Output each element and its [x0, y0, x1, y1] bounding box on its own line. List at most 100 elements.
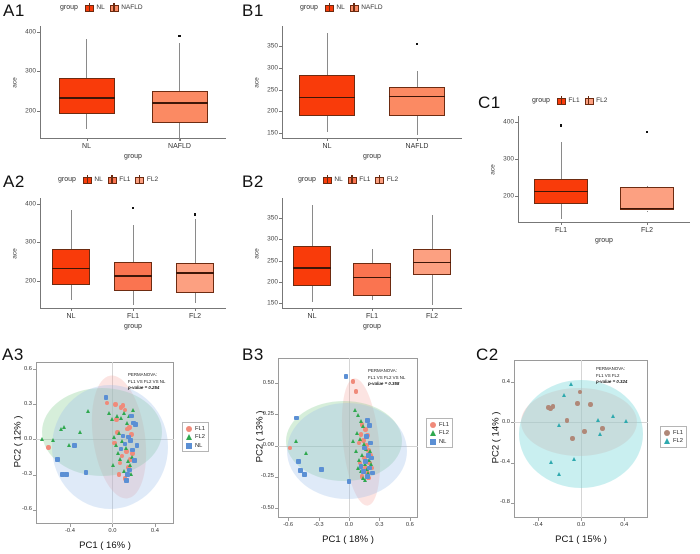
- data-point-fl2: [127, 462, 132, 467]
- panel-label-b3: B3: [242, 345, 264, 364]
- data-point-fl2: [364, 466, 369, 471]
- legend-key-nl: [324, 3, 334, 12]
- scatter-legend: FL1 FL2 NL: [426, 418, 453, 448]
- legend-item-fl1: FL1: [107, 175, 130, 184]
- data-point-fl1: [46, 445, 52, 450]
- x-tick-label: 0.4: [150, 528, 159, 534]
- legend-label-fl2: FL2: [146, 176, 159, 183]
- whisker-upper: [311, 204, 313, 247]
- legend-key-nl: [84, 3, 94, 12]
- x-axis-title: group: [124, 153, 142, 160]
- x-tick-label: -0.6: [283, 522, 294, 528]
- x-tick-label: 0.4: [620, 522, 629, 528]
- data-point-fl2: [562, 392, 567, 397]
- data-point-nl: [295, 459, 301, 465]
- data-point-nl: [122, 441, 128, 447]
- permanova-pvalue: p-value = 0.358: [368, 381, 400, 387]
- data-point-fl2: [623, 418, 628, 423]
- x-tick: [154, 524, 156, 527]
- box-nl: [58, 77, 115, 115]
- data-point-fl2: [597, 432, 602, 437]
- data-point-fl2: [39, 437, 44, 442]
- x-tick: [318, 518, 320, 521]
- box-nl: [293, 246, 331, 286]
- y-tick-label: 0.4: [501, 378, 510, 385]
- y-tick-label: 350: [267, 42, 278, 50]
- whisker-upper: [371, 249, 373, 263]
- y-tick-label: 350: [267, 214, 278, 222]
- legend-item-fl1[interactable]: FL1: [186, 425, 205, 432]
- legend-label-fl1: FL1: [439, 421, 449, 428]
- legend-label-fl1: FL1: [568, 97, 580, 104]
- data-point-fl2: [358, 419, 363, 424]
- legend-item-nl[interactable]: NL: [186, 442, 205, 449]
- legend-item-nl[interactable]: NL: [430, 438, 449, 445]
- outlier-point: [559, 124, 563, 127]
- whisker-upper: [86, 38, 87, 78]
- x-axis-title: group: [363, 153, 381, 160]
- x-axis-line: [40, 138, 226, 139]
- confidence-ellipse: [285, 400, 402, 481]
- panel-label-c2: C2: [476, 345, 499, 364]
- median-line: [353, 276, 391, 279]
- y-tick: [37, 110, 40, 112]
- y-tick-label: 0.25: [262, 410, 274, 417]
- median-line: [293, 267, 331, 269]
- legend-item-fl1[interactable]: FL1: [430, 421, 449, 428]
- x-tick: [417, 138, 418, 141]
- data-point-fl2: [58, 426, 63, 431]
- y-axis-title: ace: [11, 77, 19, 88]
- data-point-fl2: [352, 408, 357, 413]
- outlier-point: [193, 213, 197, 216]
- legend-item-fl2[interactable]: FL2: [186, 434, 205, 440]
- legend-title: group: [532, 97, 550, 104]
- data-point-fl1: [575, 400, 581, 406]
- data-point-fl2: [595, 417, 600, 422]
- data-point-fl2: [368, 461, 373, 466]
- x-tick: [195, 308, 196, 311]
- x-tick: [327, 138, 328, 141]
- legend-item-fl2[interactable]: FL2: [430, 430, 449, 436]
- legend-item-fl2[interactable]: FL2: [664, 438, 683, 444]
- median-line: [299, 96, 355, 99]
- data-point-fl1: [127, 425, 132, 431]
- pca-plot-a3: -0.4 0.0 0.4 0.6 0.3 0.0 -0.3 -0.6 PC1 ( 16% ) PC…: [0, 340, 236, 554]
- y-tick-label: 200: [25, 107, 36, 114]
- median-line: [51, 268, 91, 270]
- x-tick: [647, 222, 648, 225]
- data-point-fl2: [120, 439, 125, 444]
- whisker-upper: [431, 215, 433, 249]
- zero-line-vertical: [581, 360, 582, 518]
- legend-key-nl: [430, 438, 436, 445]
- data-point-fl2: [106, 411, 111, 416]
- y-tick: [33, 509, 36, 511]
- data-point-fl2: [123, 446, 128, 451]
- data-point-fl2: [293, 439, 298, 444]
- x-axis-title: PC1 ( 16% ): [79, 540, 131, 551]
- zero-line-horizontal: [514, 422, 648, 424]
- legend-item-fl1[interactable]: FL1: [664, 429, 683, 436]
- data-point-nl: [302, 471, 307, 477]
- panel-a1: A1 group NL NAFLD 200 300 400 ace NL NAFLD gro…: [0, 0, 236, 170]
- y-tick-label: 0.50: [262, 379, 274, 386]
- data-point-fl1: [577, 389, 583, 395]
- legend-label-nl: NL: [94, 176, 103, 183]
- data-point-fl1: [361, 455, 367, 461]
- whisker-upper: [646, 185, 648, 188]
- y-tick: [275, 445, 278, 447]
- y-tick: [279, 239, 282, 241]
- data-point-fl1: [117, 460, 123, 466]
- x-tick-label: -0.4: [532, 522, 543, 528]
- y-tick-label: 0.00: [262, 442, 274, 448]
- legend-item-nl: NL: [82, 175, 103, 184]
- y-tick: [275, 508, 278, 509]
- legend-label-nafld: NAFLD: [121, 4, 143, 11]
- y-tick-label: 300: [25, 67, 36, 75]
- panel-b3: B3 -0.6 -0.3 0.0 0.3 0.6 0.50 0.25 0.00 -0.25 -0.…: [240, 340, 472, 554]
- legend-title: group: [58, 176, 76, 183]
- whisker-lower: [560, 204, 562, 220]
- data-point-fl2: [126, 413, 131, 418]
- x-tick-label: FL2: [188, 313, 202, 320]
- legend-title: group: [60, 4, 78, 11]
- y-tick-label: 400: [25, 200, 36, 208]
